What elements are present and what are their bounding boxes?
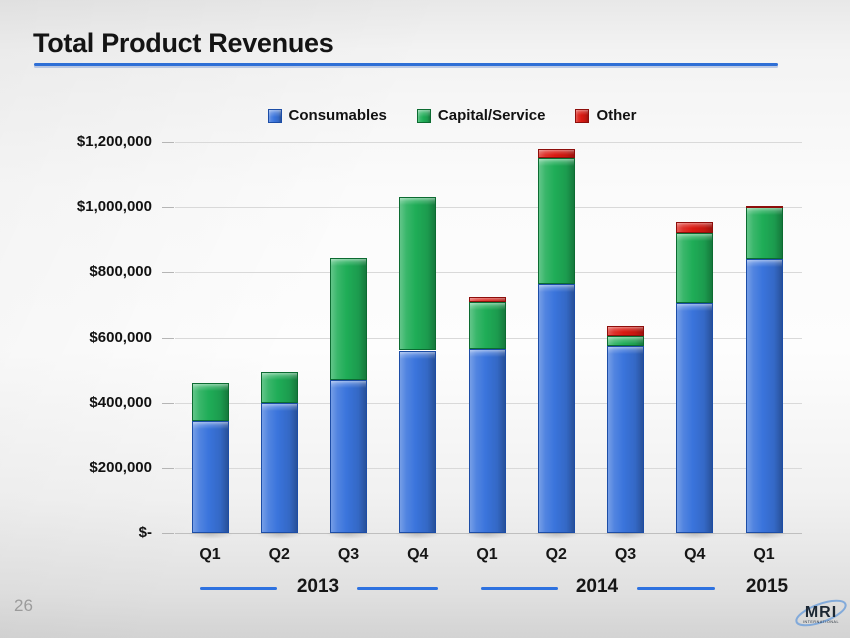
bar-segment-other xyxy=(607,326,644,336)
bar-segment-consumables xyxy=(260,402,298,533)
y-axis-label: $600,000 xyxy=(89,329,152,346)
bar-segment-other xyxy=(468,296,506,302)
bar-segment-capital-service xyxy=(260,371,298,403)
bar-segment-capital-service xyxy=(191,383,229,421)
bar-segment-consumables xyxy=(330,379,367,533)
bar-shadow xyxy=(187,530,233,539)
y-axis-tick xyxy=(162,338,174,339)
page-title: Total Product Revenues xyxy=(33,28,334,58)
bar-shadow xyxy=(326,530,371,539)
y-axis-label: $1,000,000 xyxy=(76,198,152,215)
legend-swatch-icon xyxy=(575,108,590,123)
x-axis-label: Q2 xyxy=(545,546,567,563)
gridline xyxy=(175,142,802,143)
company-logo: MRI INTERNATIONAL xyxy=(795,599,847,627)
bar-shadow xyxy=(672,530,718,539)
bar-segment-capital-service xyxy=(745,207,783,260)
legend-label: Other xyxy=(596,107,637,124)
year-axis-line xyxy=(481,587,558,590)
bar-shadow xyxy=(395,530,441,539)
logo-subtext: INTERNATIONAL xyxy=(803,620,839,624)
x-axis-label: Q4 xyxy=(407,546,429,563)
y-axis-label: $- xyxy=(138,524,152,541)
bar-segment-capital-service xyxy=(330,257,367,380)
x-axis-label: Q1 xyxy=(476,546,498,563)
legend-item-other: Other xyxy=(575,107,636,124)
bar-segment-consumables xyxy=(676,303,714,533)
bar-shadow xyxy=(603,530,648,539)
title-underline xyxy=(34,63,778,66)
legend-item-capital-service: Capital/Service xyxy=(416,107,546,124)
gridline xyxy=(175,533,802,534)
legend-item-consumables: Consumables xyxy=(267,107,387,124)
y-axis-tick xyxy=(162,468,174,469)
bar-segment-other xyxy=(676,221,714,234)
x-axis-label: Q2 xyxy=(268,546,290,563)
bar-segment-consumables xyxy=(607,345,644,533)
logo-text: MRI xyxy=(805,604,837,621)
y-axis-tick xyxy=(162,142,174,143)
year-axis-line xyxy=(637,587,715,590)
bar-shadow xyxy=(741,530,787,539)
x-axis-label: Q3 xyxy=(614,546,637,563)
x-axis-label: Q1 xyxy=(753,546,775,563)
bar-segment-other xyxy=(537,148,575,159)
chart-legend: Consumables Capital/Service Other xyxy=(27,107,850,124)
year-label: 2013 xyxy=(296,576,340,597)
bar-shadow xyxy=(256,530,302,539)
bar-segment-capital-service xyxy=(607,335,644,346)
y-axis-label: $200,000 xyxy=(89,459,152,476)
bar-shadow xyxy=(533,530,579,539)
y-axis-label: $400,000 xyxy=(89,394,152,411)
bar-segment-consumables xyxy=(191,420,229,533)
y-axis-tick xyxy=(162,403,174,404)
y-axis-tick xyxy=(162,272,174,273)
year-axis-line xyxy=(357,587,438,590)
gridline xyxy=(175,207,802,208)
y-axis-tick xyxy=(162,207,174,208)
legend-label: Capital/Service xyxy=(437,107,546,124)
y-axis-label: $1,200,000 xyxy=(76,133,152,150)
bar-segment-other xyxy=(745,205,783,208)
bar-segment-consumables xyxy=(399,350,437,533)
bar-segment-consumables xyxy=(537,283,575,533)
bar-segment-consumables xyxy=(468,348,506,533)
bar-segment-capital-service xyxy=(676,233,714,304)
x-axis-label: Q4 xyxy=(684,546,706,563)
x-axis-label: Q1 xyxy=(199,546,221,563)
gridline xyxy=(175,272,802,273)
legend-swatch-icon xyxy=(267,108,282,123)
bar-segment-capital-service xyxy=(399,197,437,351)
year-label: 2014 xyxy=(575,576,619,597)
bar-shadow xyxy=(464,530,510,539)
y-axis-tick xyxy=(162,533,174,534)
x-axis-label: Q3 xyxy=(337,546,360,563)
bar-segment-capital-service xyxy=(468,301,506,349)
y-axis-label: $800,000 xyxy=(89,263,152,280)
year-label: 2015 xyxy=(745,576,789,597)
bar-segment-consumables xyxy=(745,259,783,533)
year-axis-line xyxy=(200,587,277,590)
legend-label: Consumables xyxy=(288,107,387,124)
page-number: 26 xyxy=(14,596,33,615)
bar-segment-capital-service xyxy=(537,158,575,284)
legend-swatch-icon xyxy=(416,108,431,123)
